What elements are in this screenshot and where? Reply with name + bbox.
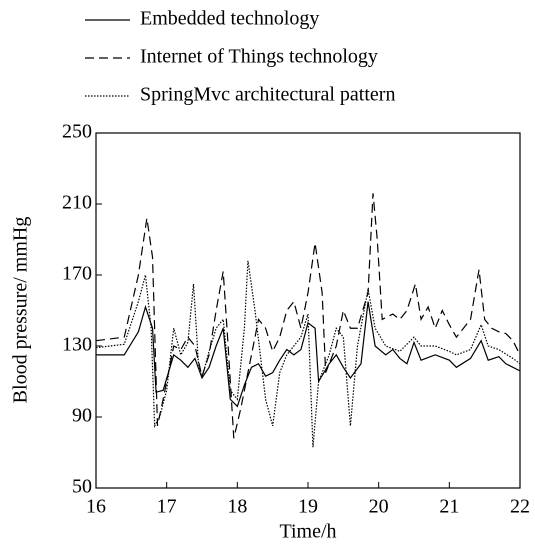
y-tick-label: 50: [72, 476, 92, 498]
x-tick-label: 16: [86, 496, 106, 518]
x-tick-label: 18: [227, 496, 247, 518]
x-axis-label: Time/h: [279, 521, 336, 543]
x-tick-label: 17: [157, 496, 177, 518]
legend-label: Internet of Things technology: [140, 46, 378, 68]
legend-label: Embedded technology: [140, 8, 319, 30]
plot-frame: [95, 132, 521, 489]
series-line: [96, 301, 521, 408]
x-tick-label: 22: [510, 496, 530, 518]
y-tick-label: 130: [62, 334, 92, 356]
legend-label: SpringMvc architectural pattern: [140, 84, 395, 106]
series-line: [95, 260, 521, 448]
y-tick-label: 210: [62, 192, 92, 214]
x-tick-label: 21: [439, 496, 459, 518]
series-line: [95, 193, 521, 439]
y-axis-label: Blood pressure/ mmHg: [10, 217, 32, 404]
x-tick-label: 19: [298, 496, 318, 518]
x-tick-label: 20: [369, 496, 389, 518]
y-tick-label: 250: [62, 121, 92, 143]
y-tick-label: 170: [62, 263, 92, 285]
y-tick-label: 90: [72, 405, 92, 427]
